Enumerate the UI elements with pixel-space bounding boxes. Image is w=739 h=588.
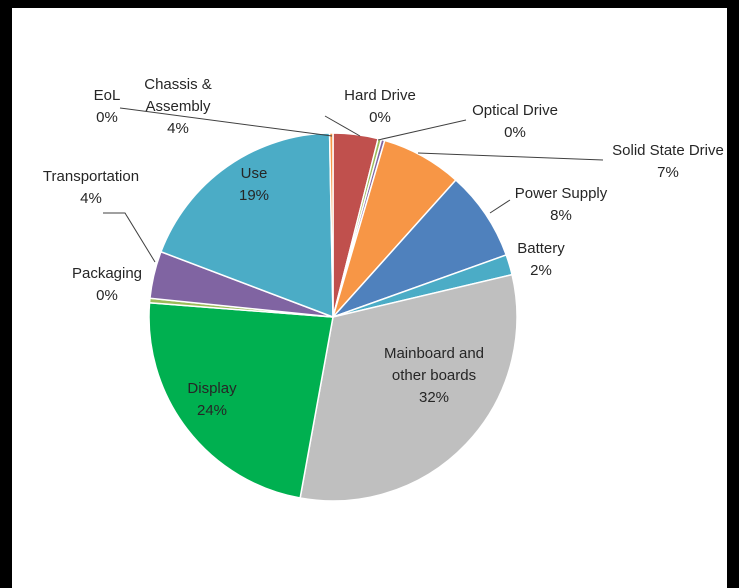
leader-line-solid-state-drive: [417, 152, 604, 161]
leader-lines: [103, 107, 604, 263]
pie-slice-eol: [328, 132, 334, 318]
leader-line-transportation: [103, 212, 156, 263]
leader-line-hard-drive: [324, 115, 361, 137]
pie-slice-power-supply: [332, 178, 508, 318]
data-label-hard-drive: Hard Drive 0%: [344, 87, 416, 126]
data-label-eol: EoL 0%: [94, 87, 121, 126]
data-label-optical-drive: Optical Drive 0%: [472, 102, 558, 141]
data-label-power-supply: Power Supply 8%: [515, 185, 608, 224]
pie-slice-use: [159, 132, 334, 319]
data-label-battery: Battery 2%: [517, 240, 565, 279]
leader-line-optical-drive: [377, 119, 467, 141]
pie-slices: [148, 132, 518, 502]
data-label-chassis-assembly: Chassis & Assembly 4%: [144, 76, 212, 137]
data-label-use: Use 19%: [239, 165, 269, 204]
data-label-mainboard-and-other-boards: Mainboard and other boards 32%: [384, 345, 484, 406]
slice-labels: Chassis & Assembly 4% Hard Drive 0% Optical D…: [43, 76, 724, 419]
data-label-transportation: Transportation 4%: [43, 168, 139, 207]
pie-slice-display: [148, 301, 334, 499]
data-label-solid-state-drive: Solid State Drive 7%: [612, 142, 724, 181]
data-label-packaging: Packaging 0%: [72, 265, 142, 304]
pie-slice-mainboard-and-other-boards: [299, 273, 518, 502]
leader-line-chassis-assembly: [119, 107, 333, 137]
data-label-display: Display 24%: [187, 380, 237, 419]
leader-line-power-supply: [489, 199, 511, 214]
